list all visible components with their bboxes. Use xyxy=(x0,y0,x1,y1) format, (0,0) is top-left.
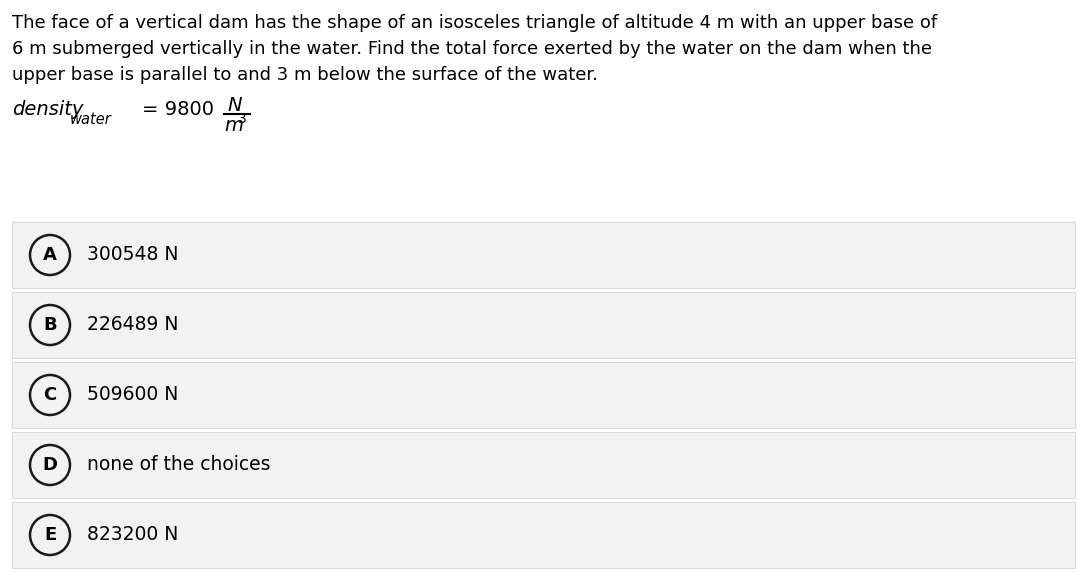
Text: A: A xyxy=(43,246,57,264)
FancyBboxPatch shape xyxy=(12,502,1075,568)
Text: upper base is parallel to and 3 m below the surface of the water.: upper base is parallel to and 3 m below … xyxy=(12,66,598,84)
Text: water: water xyxy=(70,112,112,127)
Text: 509600 N: 509600 N xyxy=(87,386,178,404)
Text: 3: 3 xyxy=(238,112,247,126)
Text: E: E xyxy=(43,526,57,544)
Text: = 9800: = 9800 xyxy=(142,100,214,119)
Text: m: m xyxy=(224,116,243,135)
Text: density: density xyxy=(12,100,84,119)
Text: 6 m submerged vertically in the water. Find the total force exerted by the water: 6 m submerged vertically in the water. F… xyxy=(12,40,932,58)
Text: C: C xyxy=(43,386,57,404)
Text: D: D xyxy=(42,456,58,474)
Text: 300548 N: 300548 N xyxy=(87,245,178,264)
Text: 823200 N: 823200 N xyxy=(87,526,178,545)
Text: 226489 N: 226489 N xyxy=(87,316,178,335)
Text: The face of a vertical dam has the shape of an isosceles triangle of altitude 4 : The face of a vertical dam has the shape… xyxy=(12,14,937,32)
FancyBboxPatch shape xyxy=(12,362,1075,428)
Text: N: N xyxy=(227,96,241,115)
Text: none of the choices: none of the choices xyxy=(87,455,271,475)
Text: B: B xyxy=(43,316,57,334)
FancyBboxPatch shape xyxy=(12,222,1075,288)
FancyBboxPatch shape xyxy=(12,292,1075,358)
FancyBboxPatch shape xyxy=(12,432,1075,498)
